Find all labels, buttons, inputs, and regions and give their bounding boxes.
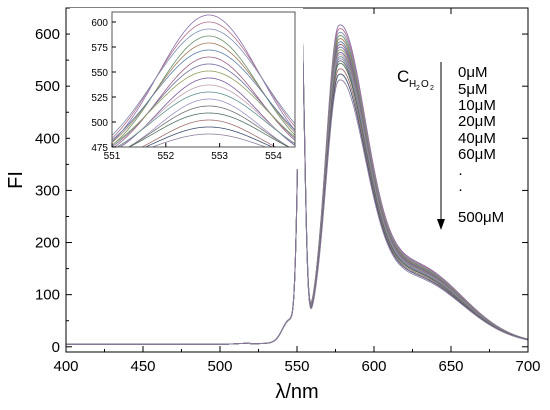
x-tick-label: 500 — [207, 358, 232, 375]
inset-y-tick-label: 475 — [91, 143, 108, 154]
series-line-17 — [66, 30, 528, 345]
x-tick-label: 450 — [130, 358, 155, 375]
inset-x-tick-label: 553 — [211, 151, 228, 162]
inset-series-line-10 — [117, 84, 295, 147]
y-tick-label: 400 — [35, 130, 60, 147]
inset-series-line-16 — [144, 126, 274, 147]
inset-y-tick-label: 500 — [91, 118, 108, 129]
inset-y-tick-label: 550 — [91, 68, 108, 79]
inset-series-line-0 — [112, 14, 295, 143]
inset-series-group — [112, 14, 295, 147]
inset-y-tick-label: 525 — [91, 93, 108, 104]
inset-series-line-14 — [128, 112, 290, 147]
x-axis-title: λ/nm — [275, 381, 318, 403]
legend-entry: 60μM — [458, 146, 496, 163]
legend-arrow-head — [437, 219, 445, 230]
legend-title-sub-o: O — [421, 79, 429, 90]
inset-frame — [111, 11, 296, 148]
inset-series-line-8 — [112, 70, 295, 146]
legend-title-sub-h: H — [409, 79, 416, 90]
inset-y-tick-label: 575 — [91, 43, 108, 54]
y-tick-label: 600 — [35, 26, 60, 43]
inset-x-tick-label: 552 — [157, 151, 174, 162]
inset-series-line-11 — [116, 91, 295, 147]
y-tick-label: 0 — [52, 339, 60, 356]
legend-entry: · — [458, 181, 463, 198]
legend-title: C — [397, 67, 409, 86]
inset-series-line-13 — [127, 105, 291, 147]
legend-title-sub-2a: 2 — [416, 85, 420, 92]
y-tick-label: 300 — [35, 182, 60, 199]
legend-entry: 5μM — [458, 81, 487, 98]
series-group — [66, 19, 528, 345]
inset-plot: 551 552 553 554 475 500 525 550 575 600 — [70, 8, 303, 169]
y-tick-label: 100 — [35, 287, 60, 304]
inset-background — [70, 8, 303, 169]
legend-entry: · — [458, 165, 463, 182]
inset-y-tick-label: 600 — [91, 18, 108, 29]
legend-entry: 40μM — [458, 130, 496, 147]
inset-series-line-12 — [128, 98, 290, 147]
x-tick-label: 700 — [515, 358, 540, 375]
inset-series-line-2 — [112, 28, 295, 136]
x-tick-label: 400 — [53, 358, 78, 375]
x-tick-label: 650 — [438, 358, 463, 375]
legend-entry: 0μM — [458, 64, 487, 81]
x-tick-label: 600 — [361, 358, 386, 375]
main-plot: 400 450 500 550 600 650 700 0 100 200 300 400 500 600 — [35, 7, 541, 375]
legend-entry: 20μM — [458, 113, 496, 130]
inset-x-tick-label: 551 — [104, 151, 121, 162]
inset-series-line-5 — [112, 49, 295, 141]
y-axis-title: FI — [5, 171, 27, 189]
x-tick-label: 550 — [284, 358, 309, 375]
inset-x-tick-label: 554 — [265, 151, 282, 162]
y-tick-label: 200 — [35, 235, 60, 252]
legend-title-sub-2b: 2 — [430, 85, 434, 92]
legend-entry: 500μM — [458, 209, 504, 226]
legend-entry: 10μM — [458, 97, 496, 114]
y-tick-label: 500 — [35, 78, 60, 95]
